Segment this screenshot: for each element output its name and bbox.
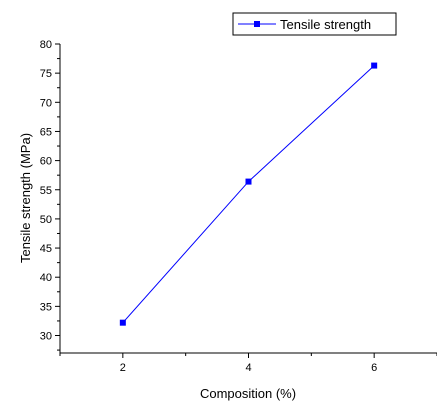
y-tick-label: 65 <box>40 126 52 138</box>
y-tick-label: 40 <box>40 272 52 284</box>
legend-marker-square <box>254 21 260 27</box>
y-tick-label: 80 <box>40 39 52 51</box>
y-axis-ticks: 30 35 40 45 50 55 60 65 70 75 80 <box>40 39 60 351</box>
plot-area <box>59 44 437 354</box>
legend-label: Tensile strength <box>280 17 371 32</box>
series-layer <box>119 62 378 326</box>
y-tick-label: 55 <box>40 185 52 197</box>
x-tick-label: 2 <box>120 362 126 374</box>
y-tick-label: 30 <box>40 331 52 343</box>
x-axis-title: Composition (%) <box>200 386 296 401</box>
y-tick-label: 75 <box>40 68 52 80</box>
y-tick-label: 45 <box>40 243 52 255</box>
legend: Tensile strength <box>232 12 397 36</box>
y-axis-title: Tensile strength (MPa) <box>18 133 33 263</box>
x-tick-label: 4 <box>245 362 251 374</box>
x-axis-ticks: 2 4 6 <box>59 353 437 374</box>
x-tick-label: 6 <box>371 362 377 374</box>
data-point <box>245 178 252 185</box>
data-point <box>119 319 126 326</box>
series-line <box>122 65 375 324</box>
y-tick-label: 60 <box>40 156 52 168</box>
y-tick-label: 50 <box>40 214 52 226</box>
y-tick-label: 70 <box>40 97 52 109</box>
data-point <box>371 62 378 69</box>
y-tick-label: 35 <box>40 301 52 313</box>
legend-box <box>232 12 397 36</box>
